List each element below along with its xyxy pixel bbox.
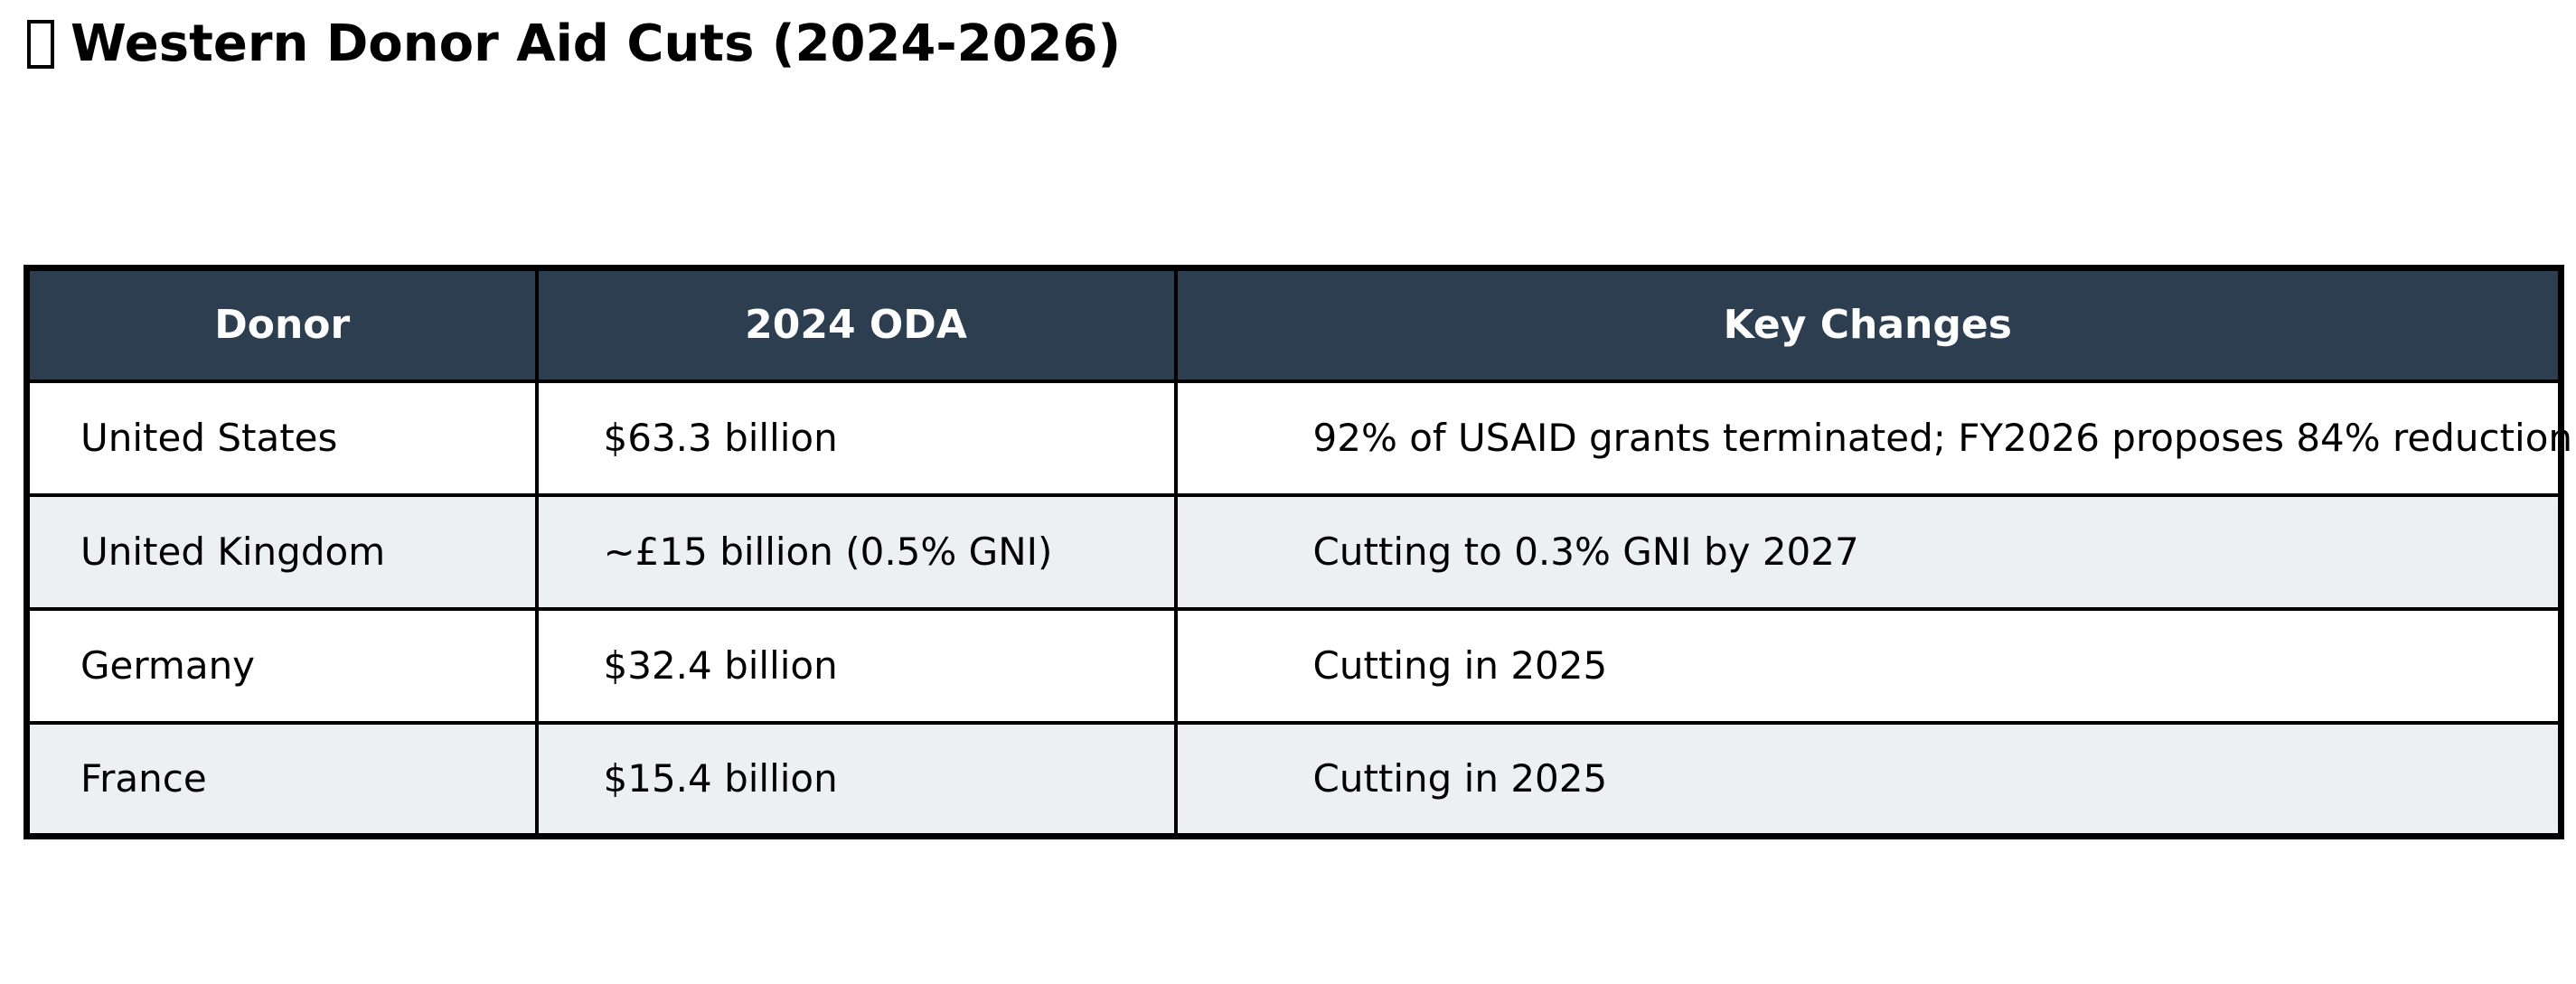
column-header-key-changes: Key Changes: [1173, 266, 2563, 383]
donor-aid-table: Donor 2024 ODA Key Changes United States…: [24, 265, 2572, 839]
key-changes-cell: Cutting in 2025: [1173, 720, 2563, 839]
table-row: United Kingdom ~£15 billion (0.5% GNI) C…: [24, 492, 2563, 611]
table-row: United States $63.3 billion 92% of USAID…: [24, 379, 2572, 497]
table-row: Germany $32.4 billion Cutting in 2025: [24, 606, 2563, 725]
column-header-2024-oda: 2024 ODA: [534, 266, 1178, 383]
table-header-row: Donor 2024 ODA Key Changes: [24, 266, 2563, 383]
oda-cell: $15.4 billion: [534, 720, 1178, 839]
oda-cell: $32.4 billion: [534, 606, 1178, 725]
page-title: Western Donor Aid Cuts (2024-2026): [27, 14, 1121, 73]
key-changes-cell: Cutting in 2025: [1173, 606, 2563, 725]
donor-cell: United Kingdom: [24, 492, 539, 611]
column-header-donor: Donor: [24, 266, 539, 383]
page-title-text: Western Donor Aid Cuts (2024-2026): [71, 14, 1122, 73]
table-row: France $15.4 billion Cutting in 2025: [24, 720, 2563, 839]
oda-cell: ~£15 billion (0.5% GNI): [534, 492, 1178, 611]
missing-glyph-icon: [27, 19, 54, 69]
oda-cell: $63.3 billion: [534, 379, 1178, 497]
key-changes-cell: 92% of USAID grants terminated; FY2026 p…: [1173, 379, 2572, 497]
donor-cell: United States: [24, 379, 539, 497]
donor-cell: Germany: [24, 606, 539, 725]
donor-cell: France: [24, 720, 539, 839]
key-changes-cell: Cutting to 0.3% GNI by 2027: [1173, 492, 2563, 611]
